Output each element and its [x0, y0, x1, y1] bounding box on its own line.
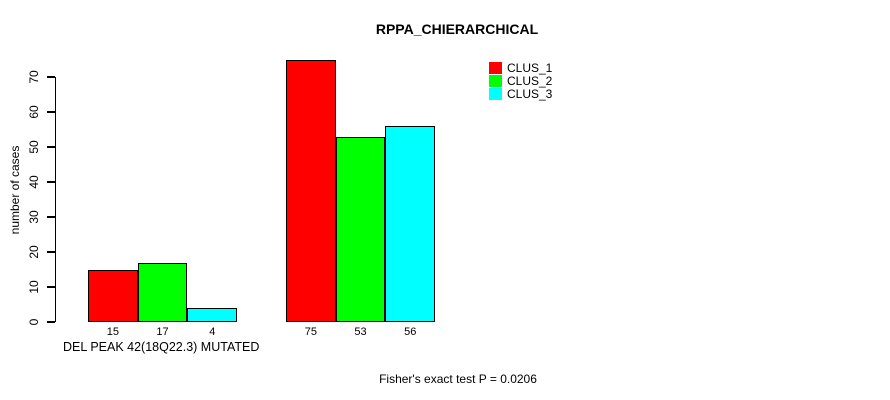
- y-tick-label: 50: [27, 140, 41, 154]
- bar-clus_3-group2: [385, 126, 436, 322]
- legend-label-clus_3: CLUS_3: [507, 87, 553, 102]
- y-axis-label: number of cases: [8, 145, 22, 235]
- legend-label-clus_2: CLUS_2: [507, 74, 553, 89]
- annotation-fishers-test: Fisher's exact test P = 0.0206: [379, 372, 537, 386]
- bar-value-label: 15: [106, 326, 119, 338]
- y-tick-label: 10: [27, 280, 41, 294]
- y-tick-mark: [47, 111, 55, 113]
- y-tick-label: 70: [27, 70, 41, 84]
- y-tick-label: 30: [27, 210, 41, 224]
- bar-value-label: 53: [354, 326, 367, 338]
- legend-swatch-clus_1: [489, 62, 502, 74]
- y-tick-mark: [47, 251, 55, 253]
- y-tick-mark: [47, 286, 55, 288]
- bar-clus_3-group1: [187, 308, 238, 322]
- y-tick-mark: [47, 76, 55, 78]
- bar-value-label: 17: [156, 326, 169, 338]
- y-tick-mark: [47, 181, 55, 183]
- y-tick-label: 40: [27, 175, 41, 189]
- legend-label-clus_1: CLUS_1: [507, 61, 553, 75]
- bar-clus_1-group1: [88, 269, 138, 322]
- legend-swatch-clus_3: [489, 88, 502, 101]
- chart-title: RPPA_CHIERARCHICAL: [375, 21, 539, 37]
- bar-clus_2-group1: [137, 262, 188, 322]
- y-tick-label: 60: [27, 105, 41, 119]
- y-tick-mark: [47, 216, 55, 218]
- y-tick-label: 20: [27, 245, 41, 259]
- legend-swatch-clus_2: [489, 75, 502, 88]
- bar-value-label: 56: [404, 326, 417, 338]
- y-axis-line: [55, 77, 57, 322]
- y-tick-label: 0: [27, 318, 41, 326]
- bar-clus_2-group2: [335, 136, 386, 322]
- x-axis-label: DEL PEAK 42(18Q22.3) MUTATED: [63, 340, 260, 354]
- y-tick-mark: [47, 321, 55, 323]
- bar-value-label: 75: [304, 326, 317, 338]
- y-tick-mark: [47, 146, 55, 148]
- bar-clus_1-group2: [286, 59, 336, 322]
- bar-value-label: 4: [209, 326, 216, 338]
